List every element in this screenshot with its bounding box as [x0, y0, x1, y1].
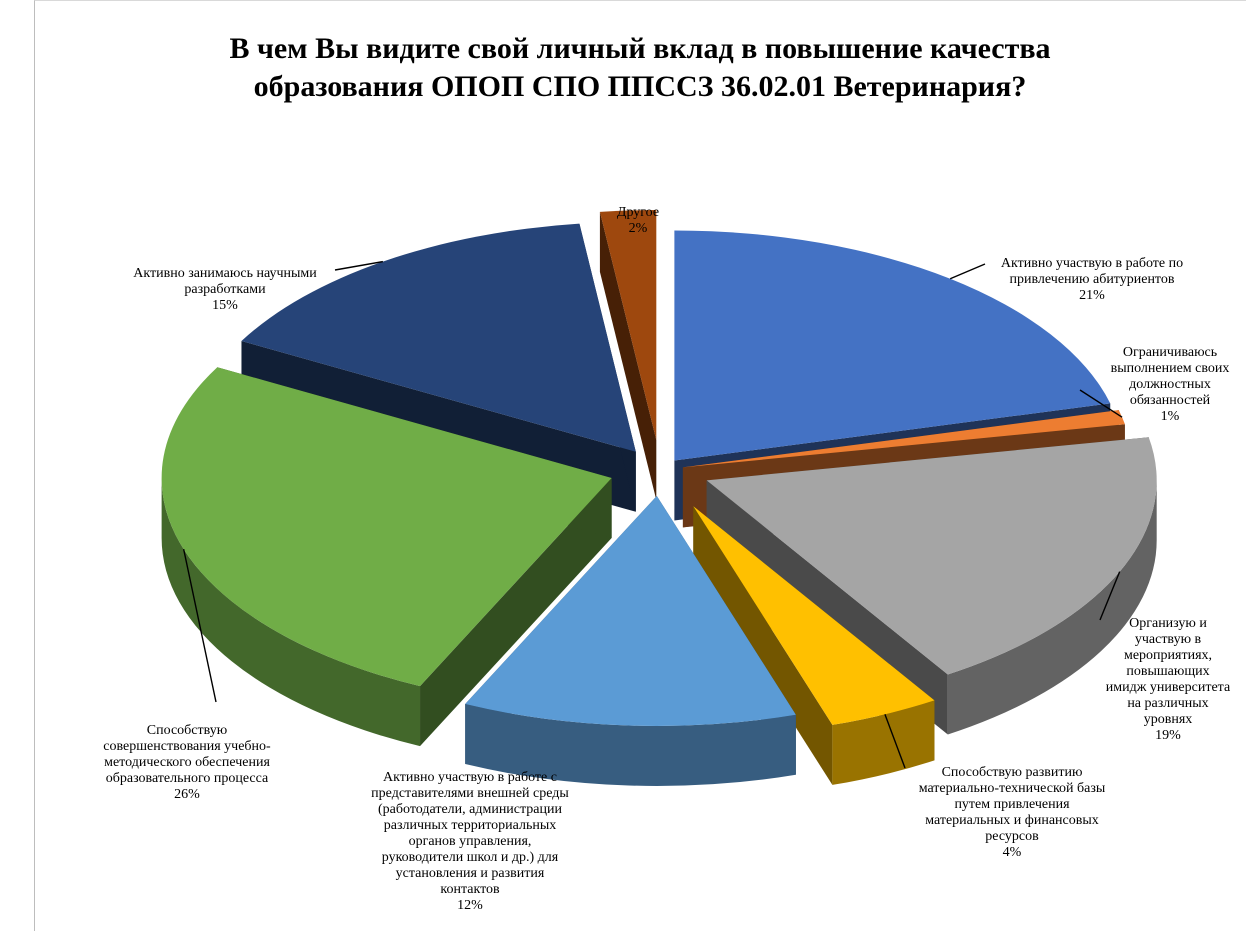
data-label-line: (работодатели, администрации — [378, 802, 563, 817]
data-label-percent: 1% — [1161, 409, 1180, 424]
pie-slice-rim-4-0 — [465, 704, 796, 786]
leader-line-5 — [182, 548, 217, 703]
data-label-percent: 21% — [1079, 288, 1105, 303]
data-label-line: привлечению абитуриентов — [1010, 272, 1175, 287]
data-label-line: на различных — [1127, 696, 1208, 711]
pie-slice-7 — [599, 210, 657, 441]
pie-slice-0 — [674, 230, 1111, 461]
data-label-percent: 15% — [212, 298, 238, 313]
pie-slice-6 — [241, 223, 636, 452]
data-label-line: мероприятиях, — [1124, 648, 1212, 663]
leader-line-1 — [1079, 389, 1123, 418]
data-label-line: Другое — [617, 205, 659, 220]
data-label-3: Способствую развитию материально-техничес… — [919, 765, 1106, 860]
data-label-line: разработками — [184, 282, 266, 297]
pie-slice-rim-5-0 — [161, 478, 421, 747]
data-label-line: участвую в — [1135, 632, 1202, 647]
data-label-line: Организую и — [1129, 616, 1207, 631]
pie-slice-rim-2-0 — [947, 480, 1157, 735]
data-label-percent: 4% — [1003, 845, 1022, 860]
data-label-line: Активно занимаюсь научными — [133, 266, 317, 281]
chart-title: В чем Вы видите свой личный вклад в повы… — [34, 30, 1246, 106]
data-label-percent: 26% — [174, 787, 200, 802]
data-label-percent: 19% — [1155, 728, 1181, 743]
data-label-line: Активно участвую в работе по — [1001, 256, 1183, 271]
chart-title-line-1: В чем Вы видите свой личный вклад в повы… — [229, 32, 1051, 65]
data-label-percent: 12% — [457, 898, 483, 913]
data-label-6: Активно занимаюсь научными разработками 15… — [133, 266, 317, 313]
data-label-5: Способствую совершенствования учебно-мето… — [103, 723, 271, 802]
data-label-2: Организую и участвую в мероприятиях, повыша… — [1106, 616, 1231, 743]
pie-slice-5 — [161, 367, 612, 687]
data-label-line: различных территориальных — [384, 818, 557, 833]
data-label-line: методического обеспечения — [104, 755, 270, 770]
data-label-line: контактов — [440, 882, 500, 897]
data-label-line: имидж университета — [1106, 680, 1231, 695]
data-label-line: Способствую — [147, 723, 227, 738]
pie-slice-wall-5-0 — [420, 478, 612, 747]
data-label-line: руководители школ и др.) для — [382, 850, 559, 865]
data-label-line: Способствую развитию — [942, 765, 1083, 780]
data-label-line: путем привлечения — [954, 797, 1070, 812]
data-label-7: Другое 2% — [617, 205, 659, 236]
data-label-line: должностных — [1129, 377, 1211, 392]
data-label-1: Ограничиваюсь выполнением своих должностны… — [1111, 345, 1230, 424]
pie-slice-4 — [465, 495, 796, 726]
data-label-0: Активно участвую в работе по привлечению … — [1001, 256, 1183, 303]
pie-slice-rim-3-0 — [832, 700, 935, 785]
data-label-line: совершенствования учебно- — [103, 739, 271, 754]
data-label-4: Активно участвую в работе с представителя… — [371, 770, 569, 913]
data-label-line: уровнях — [1144, 712, 1193, 727]
leader-line-6 — [334, 260, 383, 271]
data-label-line: образовательного процесса — [106, 771, 269, 786]
pie-slice-3 — [693, 506, 935, 725]
data-label-line: материально-технической базы — [919, 781, 1106, 796]
pie-slice-2 — [706, 437, 1157, 675]
data-label-line: органов управления, — [409, 834, 532, 849]
data-label-line: повышающих — [1126, 664, 1209, 679]
data-label-line: ресурсов — [985, 829, 1039, 844]
data-label-line: представителями внешней среды — [371, 786, 569, 801]
data-label-line: установления и развития — [396, 866, 545, 881]
pie-slice-wall-7-0 — [599, 211, 657, 501]
leader-line-3 — [884, 714, 906, 769]
pie-slice-1 — [682, 410, 1125, 468]
pie-slice-wall-3-1 — [693, 506, 833, 785]
data-label-percent: 2% — [629, 221, 648, 236]
data-label-line: Активно участвую в работе с — [383, 770, 557, 785]
data-label-line: Ограничиваюсь — [1123, 345, 1217, 360]
leader-line-2 — [1099, 571, 1121, 621]
data-label-line: выполнением своих — [1111, 361, 1230, 376]
data-label-line: обязанностей — [1130, 393, 1211, 408]
data-label-line: материальных и финансовых — [925, 813, 1099, 828]
chart-title-line-2: образования ОПОП СПО ППССЗ 36.02.01 Вете… — [253, 70, 1027, 103]
leader-line-0 — [949, 263, 986, 280]
